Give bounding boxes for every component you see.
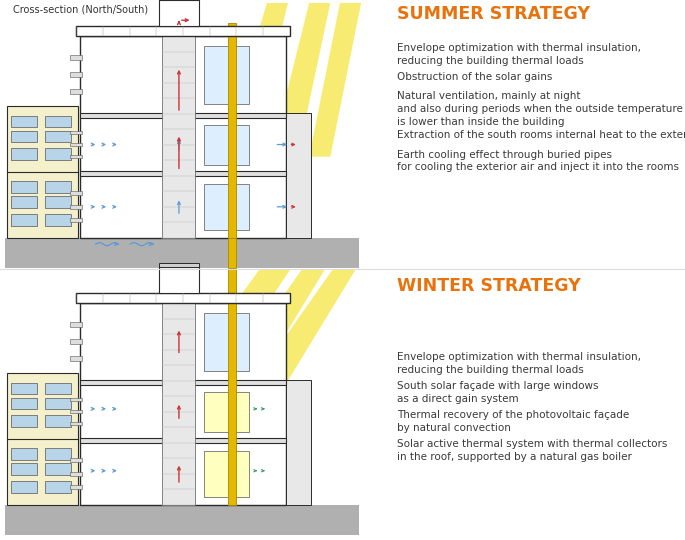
Bar [71,192,82,195]
Bar [71,205,82,208]
Bar [45,148,71,160]
Bar [228,269,236,504]
Text: Extraction of the south rooms internal heat to the exterior: Extraction of the south rooms internal h… [397,130,685,140]
Bar [11,181,37,193]
Bar [80,171,286,176]
Bar [11,463,37,475]
Bar [45,116,71,127]
Bar [45,448,71,460]
Bar [203,392,249,432]
Bar [45,397,71,409]
Bar [76,293,290,303]
Bar [71,472,82,476]
Bar [228,238,236,268]
Bar [203,46,249,104]
Polygon shape [309,3,361,157]
Text: WINTER STRATEGY: WINTER STRATEGY [397,277,581,295]
Bar [71,143,82,146]
Bar [11,116,37,127]
Bar [45,196,71,208]
Bar [159,1,199,25]
Bar [45,415,71,427]
Bar [5,504,359,535]
Bar [159,264,199,267]
Bar [76,25,290,36]
Bar [7,106,78,238]
Bar [71,458,82,462]
Text: Obstruction of the solar gains: Obstruction of the solar gains [397,72,552,82]
Bar [71,339,82,344]
Text: Envelope optimization with thermal insulation,
reducing the building thermal loa: Envelope optimization with thermal insul… [397,352,641,375]
Bar [71,89,82,94]
Bar [71,219,82,222]
Polygon shape [155,270,290,413]
Bar [71,72,82,77]
Bar [159,267,199,293]
Bar [11,448,37,460]
Bar [71,356,82,361]
Bar [11,148,37,160]
Bar [45,131,71,143]
Polygon shape [186,270,325,434]
Text: Cross-section (North/South): Cross-section (North/South) [13,4,148,15]
Bar [80,380,286,384]
Bar [203,125,249,165]
Text: Thermal recovery of the photovoltaic façade
by natural convection: Thermal recovery of the photovoltaic faç… [397,410,630,433]
Polygon shape [228,3,288,136]
Bar [80,438,286,443]
Bar [203,451,249,497]
Bar [228,23,236,238]
Bar [286,113,311,238]
Bar [11,481,37,492]
Bar [80,303,286,504]
Bar [45,382,71,394]
Bar [71,485,82,489]
Bar [11,214,37,226]
Polygon shape [271,3,330,157]
Bar [71,422,82,425]
Bar [80,113,286,118]
Bar [71,55,82,60]
Bar [45,463,71,475]
Bar [45,181,71,193]
Bar [45,214,71,226]
Text: SUMMER STRATEGY: SUMMER STRATEGY [397,5,590,23]
Bar [11,131,37,143]
Bar [71,131,82,134]
Bar [162,36,195,238]
Bar [71,322,82,327]
Bar [203,184,249,230]
Text: Solar active thermal system with thermal collectors
in the roof, supported by a : Solar active thermal system with thermal… [397,440,667,462]
Bar [80,36,286,238]
Bar [203,313,249,370]
Text: Earth cooling effect through buried pipes
for cooling the exterior air and injec: Earth cooling effect through buried pipe… [397,150,679,172]
Text: South solar façade with large windows
as a direct gain system: South solar façade with large windows as… [397,381,599,404]
Bar [11,397,37,409]
Bar [286,380,311,504]
Bar [71,398,82,401]
Text: Envelope optimization with thermal insulation,
reducing the building thermal loa: Envelope optimization with thermal insul… [397,43,641,66]
Text: Natural ventilation, mainly at night
and also during periods when the outside te: Natural ventilation, mainly at night and… [397,91,683,127]
Bar [11,196,37,208]
Bar [71,154,82,158]
Bar [11,382,37,394]
Bar [7,373,78,504]
Bar [71,410,82,413]
Polygon shape [216,270,356,434]
Bar [162,303,195,504]
Bar [5,238,359,268]
Bar [11,415,37,427]
Bar [45,481,71,492]
